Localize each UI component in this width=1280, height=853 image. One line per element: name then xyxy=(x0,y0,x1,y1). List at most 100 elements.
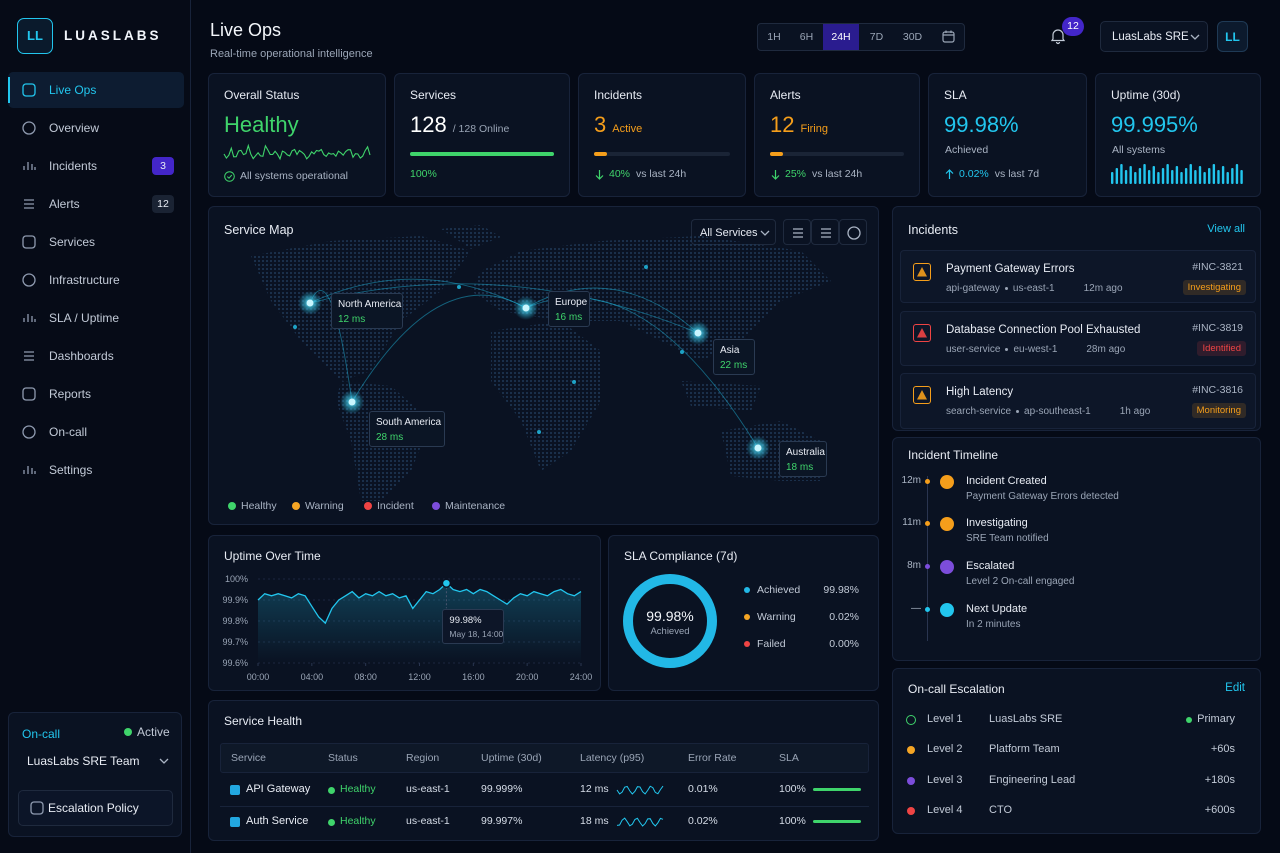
nav-label: Dashboards xyxy=(49,349,114,363)
view-button[interactable] xyxy=(839,219,867,245)
sla-card: SLA Compliance (7d) 99.98% Achieved Achieve… xyxy=(608,535,879,691)
cell: 12 ms xyxy=(580,783,609,795)
row-checkbox[interactable] xyxy=(230,785,240,795)
incident-region: us-east-1 xyxy=(1012,283,1055,294)
cell: us-east-1 xyxy=(406,815,450,827)
uptime-bar xyxy=(1161,168,1165,184)
page-subtitle: Real-time operational intelligence xyxy=(210,48,373,60)
kpi-value-row: 128 / 128 Online xyxy=(410,112,509,138)
nav-item[interactable] xyxy=(12,226,180,258)
route-arc xyxy=(351,294,527,403)
tooltip-value: 99.98% xyxy=(449,615,482,627)
kpi-value: 99.98% xyxy=(944,112,1019,137)
incident-meta: api-gateway us-east-1 12m ago xyxy=(946,283,1123,294)
region-name: South America xyxy=(376,417,442,428)
level-name: Level 2 xyxy=(927,743,963,755)
timeline-line xyxy=(927,476,928,641)
timeline-card: Incident Timeline 12m Incident Created Paym… xyxy=(892,437,1261,661)
notification-badge: 12 xyxy=(1067,20,1079,32)
change-note: vs last 24h xyxy=(636,168,687,180)
cell: 99.999% xyxy=(481,783,523,795)
kpi-title: Alerts xyxy=(770,88,801,102)
icon xyxy=(23,466,36,474)
chevron xyxy=(159,758,169,764)
escalation-button[interactable]: Escalation Policy xyxy=(18,790,173,826)
level-name: Level 1 xyxy=(927,713,963,725)
uptime-area xyxy=(258,583,581,663)
cell: 100% xyxy=(779,783,806,795)
region-name: North America xyxy=(338,299,402,310)
range-button[interactable]: 7D xyxy=(859,24,894,50)
incident-service: search-service xyxy=(946,406,1012,417)
y-tick-label: 99.9% xyxy=(222,595,248,605)
uptime-bar xyxy=(1152,166,1155,184)
oncall-team: LuasLabs SRE Team xyxy=(27,754,140,768)
icon-shape xyxy=(22,273,36,287)
view-all-link[interactable]: View all xyxy=(1207,223,1245,235)
sla-bar xyxy=(813,820,861,823)
level-team: Platform Team xyxy=(989,743,1060,755)
row-checkbox[interactable] xyxy=(230,817,240,827)
range-button[interactable]: 24H xyxy=(823,24,859,50)
change-row: 25% vs last 24h xyxy=(785,168,862,180)
chevron-icon xyxy=(760,230,770,236)
status-text: Healthy xyxy=(340,783,376,795)
icon-shape xyxy=(23,466,36,474)
workspace-select[interactable]: LuasLabs SRE xyxy=(1100,21,1208,52)
edit-link[interactable]: Edit xyxy=(1225,682,1245,694)
icon-shape xyxy=(23,162,36,170)
table-header-bg xyxy=(220,743,869,773)
kpi-value: 128 xyxy=(410,112,447,137)
timeline-dot xyxy=(925,606,930,612)
view-button[interactable] xyxy=(783,219,811,245)
kpi-value-row: 99.995% xyxy=(1111,112,1198,138)
legend-swatch xyxy=(432,502,440,510)
legend-label: Healthy xyxy=(241,500,277,512)
nav-label: Live Ops xyxy=(49,83,97,97)
continent xyxy=(491,321,601,471)
icon-shape xyxy=(22,235,36,249)
incident-item[interactable]: Payment Gateway Errors api-gateway us-east… xyxy=(900,250,1256,303)
nav-item[interactable] xyxy=(12,454,180,486)
timeline-time: — xyxy=(911,603,921,614)
card-title: Service Map xyxy=(224,223,294,237)
nav-item[interactable] xyxy=(12,378,180,410)
page-title: Live Ops xyxy=(210,20,282,40)
node-dot xyxy=(457,285,461,289)
arrow xyxy=(945,169,954,179)
nav-active-bg xyxy=(8,72,184,108)
column-header: Region xyxy=(406,752,440,764)
region-label: South America 28 ms xyxy=(369,411,445,447)
uptime-bar xyxy=(1208,168,1211,184)
nav-label: On-call xyxy=(49,425,88,439)
timeline-icon xyxy=(940,603,954,617)
uptime-bar xyxy=(1115,168,1119,184)
nav-item[interactable] xyxy=(12,416,180,448)
range-button[interactable]: 30D xyxy=(894,24,931,50)
node-dot xyxy=(572,380,576,384)
region-latency: 18 ms xyxy=(786,462,814,473)
incident-item[interactable]: High Latency search-service ap-southeast-1… xyxy=(900,373,1256,429)
uptime-bar xyxy=(1171,170,1174,184)
continent xyxy=(471,236,831,361)
oncall-status: Active xyxy=(137,725,170,739)
legend-swatch xyxy=(364,502,372,510)
x-tick-label: 08:00 xyxy=(354,672,377,682)
cell: 0.01% xyxy=(688,783,718,795)
range-button[interactable]: 6H xyxy=(790,24,823,50)
view-button[interactable] xyxy=(811,219,839,245)
range-button[interactable]: 1H xyxy=(758,24,790,50)
uptime-bar xyxy=(1240,170,1243,184)
incident-id: #INC-3816 xyxy=(1192,384,1243,396)
change-value: 40% xyxy=(609,168,631,180)
y-tick-label: 99.8% xyxy=(222,616,248,626)
incident-item[interactable]: Database Connection Pool Exhausted user-s… xyxy=(900,311,1256,366)
legend-swatch xyxy=(744,614,750,620)
x-tick-label: 16:00 xyxy=(462,672,485,682)
y-tick-label: 99.7% xyxy=(222,637,248,647)
x-tick-label: 04:00 xyxy=(301,672,324,682)
node-dot xyxy=(537,430,541,434)
level-note: +180s xyxy=(1204,774,1235,786)
icon xyxy=(24,351,34,361)
